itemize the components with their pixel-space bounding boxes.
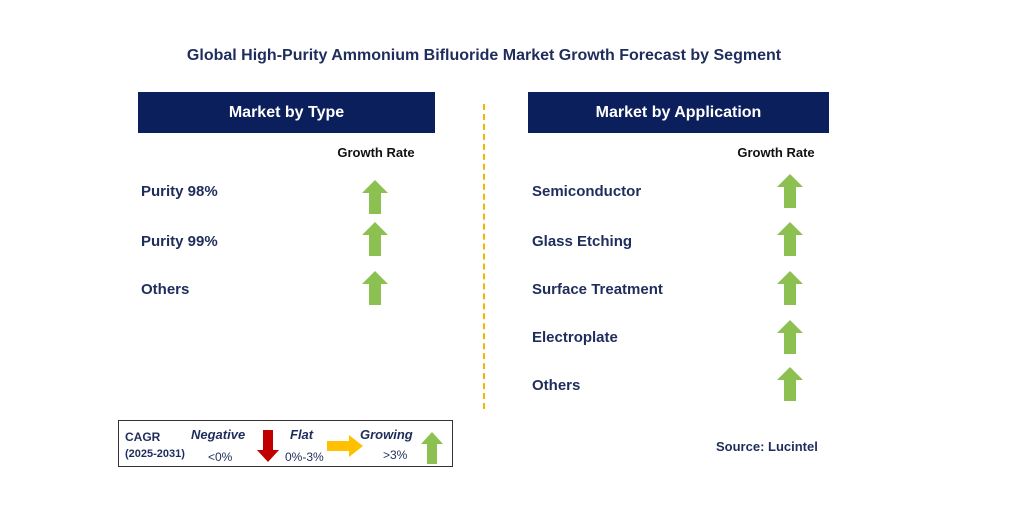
legend-period: (2025-2031) (125, 448, 185, 460)
growing-arrow-up-icon (362, 180, 388, 214)
cagr-legend: CAGR (2025-2031) Negative <0% Flat 0%-3%… (118, 420, 453, 467)
legend-growing-label: Growing (360, 427, 413, 442)
growing-arrow-up-icon (777, 222, 803, 256)
legend-flat-label: Flat (290, 427, 314, 442)
source-note: Source: Lucintel (716, 439, 818, 454)
negative-arrow-down-icon (257, 430, 279, 462)
application-row-label: Electroplate (532, 329, 618, 346)
growing-arrow-up-icon (421, 432, 443, 464)
type-row-label: Purity 98% (141, 183, 218, 200)
panel-divider (483, 104, 485, 409)
legend-negative-range: <0% (208, 450, 233, 464)
legend-flat-range: 0%-3% (285, 450, 324, 464)
type-row-label: Purity 99% (141, 233, 218, 250)
legend-negative-label: Negative (191, 427, 246, 442)
growing-arrow-up-icon (777, 271, 803, 305)
application-row-label: Others (532, 377, 581, 394)
growing-arrow-up-icon (362, 222, 388, 256)
application-row-label: Surface Treatment (532, 281, 663, 298)
growing-arrow-up-icon (362, 271, 388, 305)
type-row-label: Others (141, 281, 190, 298)
growing-arrow-up-icon (777, 320, 803, 354)
flat-arrow-right-icon (327, 435, 363, 457)
growing-arrow-up-icon (777, 174, 803, 208)
left-growth-rate-label: Growth Rate (337, 145, 415, 160)
legend-growing-range: >3% (383, 448, 408, 462)
growing-arrow-up-icon (777, 367, 803, 401)
market-by-application-header: Market by Application (528, 92, 829, 133)
application-row-label: Glass Etching (532, 233, 633, 250)
chart-title: Global High-Purity Ammonium Bifluoride M… (186, 47, 782, 64)
market-by-type-header: Market by Type (138, 92, 435, 133)
right-growth-rate-label: Growth Rate (737, 145, 815, 160)
application-row-label: Semiconductor (532, 183, 642, 200)
legend-cagr-label: CAGR (125, 430, 161, 444)
